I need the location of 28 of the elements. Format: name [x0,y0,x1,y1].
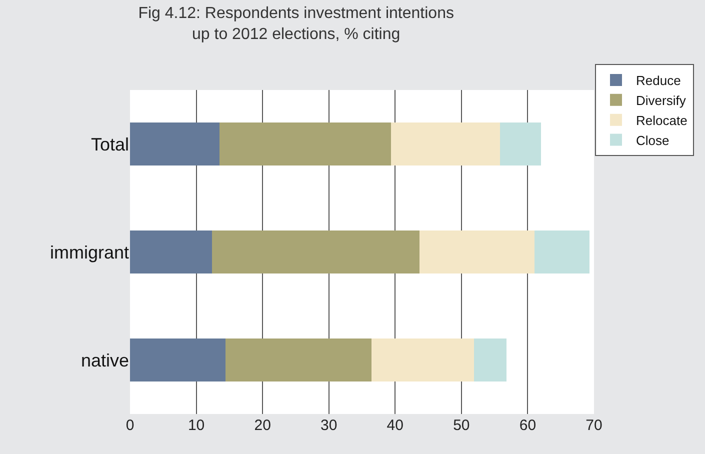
x-tick-label: 50 [453,417,470,434]
x-tick-label: 20 [254,417,271,434]
x-tick-label: 40 [386,417,404,434]
bar [420,230,534,274]
x-tick-label: 70 [586,417,602,434]
y-tick-label: immigrant [50,242,129,262]
chart-title: Fig 4.12: Respondents investment intentions up to 2012 elections, % citing [138,5,454,43]
bar [534,230,590,274]
x-tick-label: 10 [188,417,205,434]
bar [225,338,372,382]
bar [500,122,541,166]
bar [391,122,500,166]
legend-label: Close [636,132,670,148]
y-tick-label: native [80,350,129,370]
legend-label: Relocate [636,112,688,128]
bar [219,122,392,166]
bar [212,230,420,274]
bar [130,338,226,382]
bar [130,122,220,166]
bar [371,338,474,382]
x-tick-label: 0 [126,417,134,434]
legend-label: Reduce [636,73,681,88]
x-tick-label: 60 [519,417,536,434]
bar [474,338,506,382]
bar [130,230,212,274]
legend-label: Diversify [636,93,686,108]
x-tick-label: 30 [320,417,338,434]
y-tick-label: Total [90,134,129,154]
